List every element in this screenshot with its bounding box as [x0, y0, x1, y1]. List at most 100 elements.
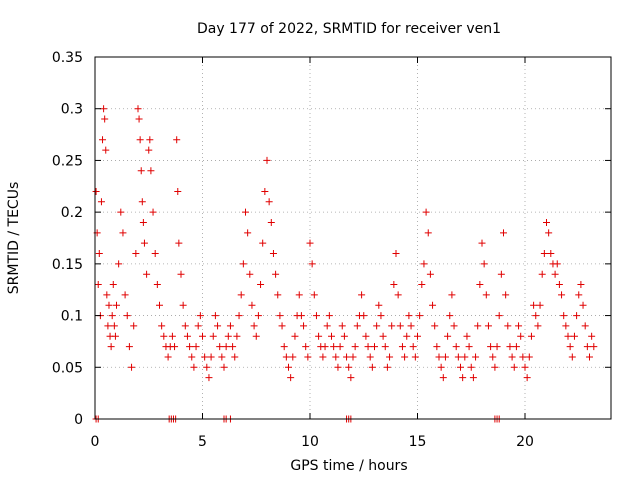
data-point: [396, 322, 404, 330]
data-point: [171, 343, 179, 351]
data-point: [188, 353, 196, 361]
data-point: [543, 218, 550, 226]
data-point: [168, 332, 176, 340]
data-point: [287, 374, 295, 382]
data-point: [553, 260, 561, 268]
data-point: [158, 322, 166, 330]
data-point: [250, 322, 258, 330]
data-point: [107, 343, 115, 351]
data-point: [325, 312, 333, 320]
data-point: [469, 374, 477, 382]
data-point: [480, 260, 488, 268]
data-point: [119, 229, 127, 237]
data-point: [183, 332, 191, 340]
data-point: [454, 353, 462, 361]
data-point: [302, 343, 310, 351]
data-point: [190, 363, 198, 371]
y-tick-label: 0.1: [61, 309, 83, 325]
data-point: [134, 105, 142, 113]
data-point: [411, 353, 419, 361]
data-point: [586, 353, 593, 361]
data-point: [248, 301, 256, 309]
x-tick-label: 15: [409, 434, 427, 450]
data-point: [235, 312, 243, 320]
data-point: [136, 136, 144, 144]
data-point: [280, 343, 288, 351]
data-point: [525, 353, 533, 361]
data-point: [99, 136, 107, 144]
data-point: [420, 260, 428, 268]
data-point: [246, 270, 254, 278]
data-point: [558, 291, 566, 299]
data-point: [263, 156, 271, 164]
data-point: [388, 322, 396, 330]
data-point: [579, 301, 587, 309]
data-point: [276, 312, 284, 320]
data-point: [431, 322, 439, 330]
data-point: [177, 270, 185, 278]
data-point: [175, 239, 183, 247]
data-point: [139, 218, 147, 226]
data-point: [383, 363, 391, 371]
data-point: [377, 312, 385, 320]
data-point: [267, 218, 275, 226]
data-point: [109, 281, 117, 289]
data-point: [261, 187, 269, 195]
data-point: [207, 353, 215, 361]
data-point: [381, 343, 389, 351]
data-point: [105, 301, 113, 309]
data-point: [568, 353, 576, 361]
data-point: [353, 322, 361, 330]
data-point: [174, 187, 182, 195]
data-point: [102, 146, 110, 154]
x-axis-title: GPS time / hours: [290, 458, 407, 474]
data-point: [135, 115, 143, 123]
data-point: [242, 208, 249, 216]
data-point: [491, 363, 499, 371]
data-point: [265, 198, 273, 206]
data-point: [375, 301, 383, 309]
data-point: [547, 250, 555, 258]
data-point: [422, 208, 430, 216]
data-point: [527, 332, 535, 340]
data-point: [146, 136, 154, 144]
data-point: [497, 270, 505, 278]
data-point: [510, 363, 518, 371]
data-point: [140, 239, 148, 247]
data-point: [300, 322, 308, 330]
data-point: [502, 291, 510, 299]
data-point: [104, 322, 112, 330]
data-point: [95, 250, 103, 258]
data-point: [409, 343, 417, 351]
data-point: [362, 332, 370, 340]
data-point: [156, 301, 163, 309]
x-tick-label: 5: [198, 434, 207, 450]
data-point: [319, 353, 327, 361]
data-point: [130, 322, 138, 330]
data-point: [424, 229, 432, 237]
y-tick-label: 0.15: [52, 257, 83, 273]
data-point: [373, 322, 381, 330]
data-point: [203, 363, 211, 371]
data-point: [536, 301, 544, 309]
data-point: [147, 167, 155, 175]
plot-frame: [94, 56, 612, 420]
data-point: [343, 353, 351, 361]
data-point: [237, 291, 245, 299]
data-point: [121, 291, 129, 299]
y-tick-label: 0.2: [61, 205, 83, 221]
x-tick-label: 10: [301, 434, 319, 450]
data-point: [108, 312, 116, 320]
y-tick-label: 0: [74, 412, 83, 428]
data-point: [484, 322, 492, 330]
data-point: [209, 332, 217, 340]
data-point: [433, 343, 441, 351]
data-point: [310, 291, 318, 299]
data-point: [113, 301, 120, 309]
x-tick-label: 20: [516, 434, 534, 450]
data-point: [530, 301, 538, 309]
data-point: [192, 343, 200, 351]
data-point: [160, 332, 168, 340]
data-point: [272, 270, 280, 278]
data-point: [103, 291, 111, 299]
